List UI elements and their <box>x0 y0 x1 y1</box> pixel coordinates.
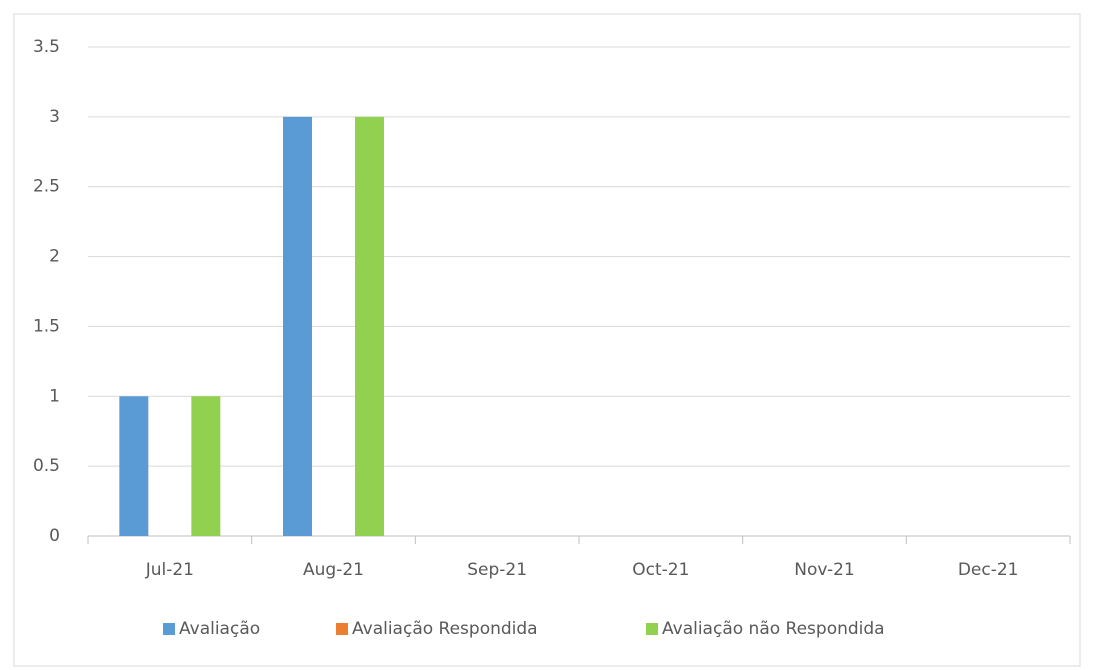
legend-swatch <box>163 623 175 635</box>
bar <box>191 396 221 536</box>
bar <box>283 116 312 536</box>
y-tick-label: 3 <box>49 107 60 127</box>
bar <box>119 396 149 536</box>
legend-label: Avaliação Respondida <box>352 619 538 639</box>
chart-frame <box>13 13 1081 667</box>
x-tick-label: Sep-21 <box>467 560 527 580</box>
legend-label: Avaliação <box>179 619 260 639</box>
y-tick-label: 0 <box>49 526 60 546</box>
x-tick-label: Dec-21 <box>958 560 1019 580</box>
y-tick-label: 3.5 <box>33 37 60 57</box>
x-tick-label: Jul-21 <box>145 560 194 580</box>
y-tick-label: 1.5 <box>33 316 60 336</box>
x-tick-label: Oct-21 <box>632 560 689 580</box>
x-tick-label: Aug-21 <box>303 560 364 580</box>
legend-swatch <box>336 623 348 635</box>
legend-label: Avaliação não Respondida <box>662 619 885 639</box>
legend-swatch <box>646 623 658 635</box>
y-tick-label: 2 <box>49 247 60 267</box>
y-tick-label: 2.5 <box>33 177 60 197</box>
bar <box>355 116 384 536</box>
x-tick-label: Nov-21 <box>794 560 855 580</box>
y-tick-label: 1 <box>49 386 60 406</box>
y-tick-label: 0.5 <box>33 456 60 476</box>
